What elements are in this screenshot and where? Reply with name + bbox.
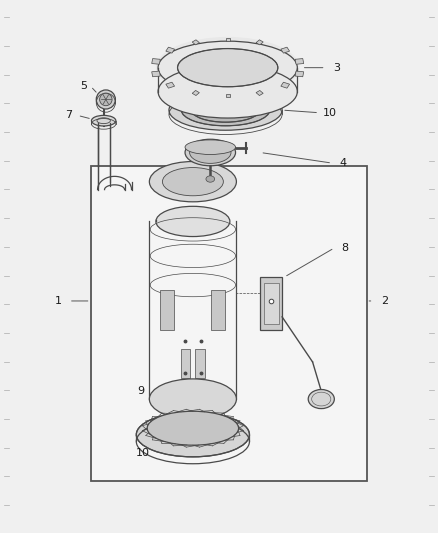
Ellipse shape <box>92 115 116 126</box>
Polygon shape <box>192 40 199 45</box>
Text: 10: 10 <box>323 108 337 118</box>
Text: 5: 5 <box>81 81 88 91</box>
Text: 7: 7 <box>65 110 72 120</box>
Bar <box>195 349 205 378</box>
Text: 2: 2 <box>381 296 388 306</box>
Bar <box>181 349 190 378</box>
Ellipse shape <box>162 167 223 196</box>
Polygon shape <box>192 91 199 95</box>
Ellipse shape <box>185 139 236 166</box>
Ellipse shape <box>181 94 270 126</box>
Polygon shape <box>226 94 230 98</box>
Polygon shape <box>295 59 304 64</box>
Bar <box>260 277 282 330</box>
Ellipse shape <box>136 413 250 457</box>
Ellipse shape <box>147 411 239 445</box>
Bar <box>160 290 174 330</box>
Ellipse shape <box>190 142 231 164</box>
Polygon shape <box>256 91 263 95</box>
Ellipse shape <box>149 379 237 419</box>
Ellipse shape <box>156 37 300 99</box>
Ellipse shape <box>206 176 215 182</box>
Text: 8: 8 <box>342 243 349 253</box>
Bar <box>211 290 225 330</box>
Ellipse shape <box>99 93 112 106</box>
Bar <box>91 166 367 481</box>
Text: 9: 9 <box>137 386 144 396</box>
Text: 10: 10 <box>136 448 150 458</box>
Ellipse shape <box>177 49 278 87</box>
Polygon shape <box>281 47 290 53</box>
Ellipse shape <box>158 65 297 118</box>
Ellipse shape <box>156 206 230 237</box>
Polygon shape <box>152 59 160 64</box>
Ellipse shape <box>191 98 259 122</box>
Ellipse shape <box>149 161 237 202</box>
Text: 4: 4 <box>339 158 346 168</box>
Ellipse shape <box>96 90 116 109</box>
Polygon shape <box>295 71 304 77</box>
Polygon shape <box>226 38 230 41</box>
Text: 1: 1 <box>54 296 61 306</box>
Ellipse shape <box>185 140 236 155</box>
Bar <box>264 284 279 324</box>
Polygon shape <box>166 47 175 53</box>
Polygon shape <box>152 71 160 77</box>
Polygon shape <box>166 82 175 88</box>
Ellipse shape <box>308 390 334 409</box>
Polygon shape <box>281 82 290 88</box>
Ellipse shape <box>169 90 282 130</box>
Text: 3: 3 <box>333 63 340 72</box>
Polygon shape <box>256 40 263 45</box>
